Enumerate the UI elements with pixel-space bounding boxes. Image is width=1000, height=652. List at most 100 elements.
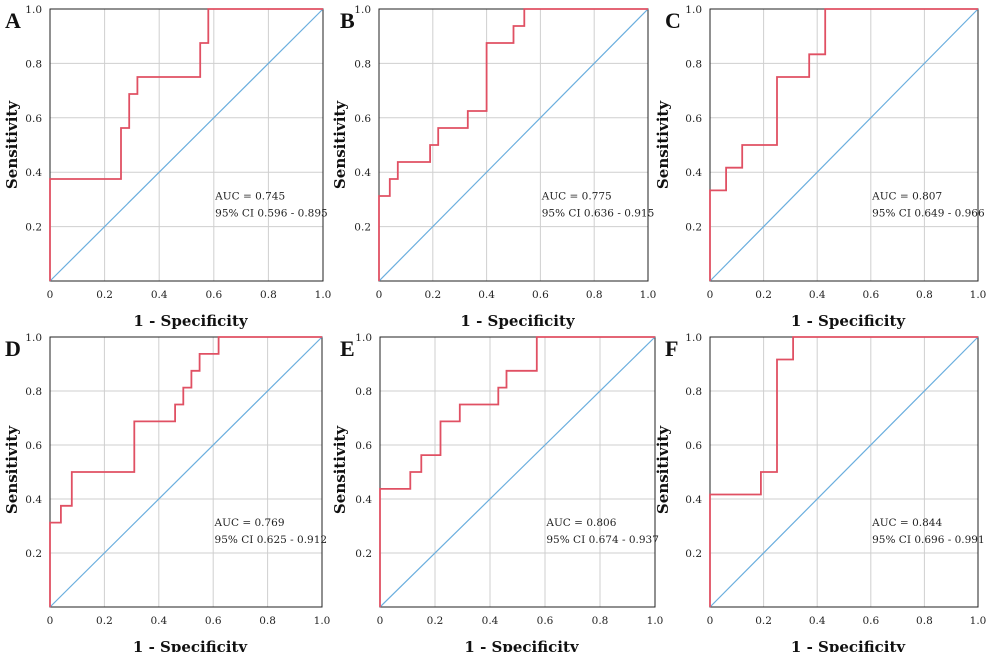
panel-a-y-tick-label: 1.0 (25, 4, 42, 16)
panel-a-x-tick-label: 1.0 (315, 289, 332, 301)
panel-d-auc-label: AUC = 0.769 (214, 517, 285, 529)
panel-f-roc-curve (709, 336, 978, 607)
panel-e-x-tick-label: 0 (377, 615, 384, 627)
panel-b-y-tick-label: 0.2 (354, 222, 371, 234)
panel-c-x-tick-label: 0.6 (862, 289, 879, 301)
panel-c-y-tick-label: 0.8 (685, 58, 702, 70)
panel-e-x-tick-label: 0.8 (592, 615, 609, 627)
panel-f-y-tick-label: 0.6 (685, 440, 702, 452)
panel-c-x-tick-label: 0.2 (755, 289, 772, 301)
panel-d-x-tick-label: 0.2 (96, 615, 113, 627)
panel-d-letter: D (5, 336, 21, 361)
panel-d-ci-label: 95% CI 0.625 - 0.912 (215, 534, 328, 546)
panel-d-y-axis-title: Sensitivity (3, 425, 21, 514)
panel-f-y-tick-label: 0.4 (685, 494, 702, 506)
panel-b-roc-curve (378, 8, 648, 281)
panel-d-frame (49, 336, 323, 608)
panel-b-y-axis-title: Sensitivity (331, 100, 349, 189)
panel-e-y-tick-label: 0.6 (355, 440, 372, 452)
panel-a-y-tick-label: 0.6 (25, 113, 42, 125)
panel-c-reference-line (709, 8, 979, 282)
panel-c: C 0 0.2 0.4 0.6 0.8 1.0 0.2 0.4 0.6 0.8 1.0 1 - Spec… (654, 4, 986, 330)
panel-e-x-tick-label: 1.0 (647, 615, 664, 627)
panel-a-roc-curve (49, 8, 323, 281)
panel-a-auc-label: AUC = 0.745 (214, 190, 285, 202)
panel-b-reference-line (378, 8, 649, 282)
panel-c-x-tick-label: 1.0 (970, 289, 987, 301)
panel-b-x-tick-label: 1.0 (640, 289, 657, 301)
panel-d-reference-line (49, 336, 323, 608)
panel-d-y-tick-label: 0.6 (25, 440, 42, 452)
panel-b-y-tick-label: 0.6 (354, 113, 371, 125)
panel-a-y-tick-label: 0.4 (25, 167, 42, 179)
panel-f-auc-label: AUC = 0.844 (871, 517, 942, 529)
panel-b-x-tick-label: 0.2 (424, 289, 441, 301)
panel-a: A 0 0.2 0.4 0.6 0.8 1.0 0.2 0.4 0.6 0.8 1.0 1 - Spec… (3, 4, 331, 330)
panel-f-y-axis-title: Sensitivity (654, 425, 672, 514)
panel-f: F 0 0.2 0.4 0.6 0.8 1.0 0.2 0.4 0.6 0.8 1.0 1 - Spec… (654, 332, 986, 652)
panel-b-ci-label: 95% CI 0.636 - 0.915 (542, 207, 655, 219)
panel-d-x-tick-label: 0.6 (205, 615, 222, 627)
panel-d-y-tick-label: 0.4 (25, 494, 42, 506)
panel-f-reference-line (709, 336, 979, 608)
panel-c-x-tick-label: 0 (707, 289, 714, 301)
panel-b-y-tick-label: 0.4 (354, 167, 371, 179)
panel-c-y-tick-label: 1.0 (685, 4, 702, 16)
panel-f-x-tick-label: 0 (707, 615, 714, 627)
panel-f-ci-label: 95% CI 0.696 - 0.991 (872, 534, 985, 546)
panel-a-x-tick-label: 0 (47, 289, 54, 301)
panel-a-y-tick-label: 0.8 (25, 58, 42, 70)
panel-a-y-tick-label: 0.2 (25, 222, 42, 234)
panel-e-reference-line (379, 336, 656, 608)
panel-d-roc-curve (49, 336, 322, 607)
panel-a-ci-label: 95% CI 0.596 - 0.895 (215, 207, 328, 219)
panel-e: E 0 0.2 0.4 0.6 0.8 1.0 0.2 0.4 0.6 0.8 1.0 1 - Spec… (331, 332, 663, 652)
panel-d-x-tick-label: 0.8 (259, 615, 276, 627)
panel-a-y-axis-title: Sensitivity (3, 100, 21, 189)
panel-c-y-tick-label: 0.6 (685, 113, 702, 125)
panel-c-ci-label: 95% CI 0.649 - 0.966 (872, 207, 985, 219)
panel-c-roc-curve (709, 8, 978, 281)
panel-e-x-tick-label: 0.2 (427, 615, 444, 627)
panel-a-x-tick-label: 0.6 (205, 289, 222, 301)
panel-e-x-tick-label: 0.4 (482, 615, 499, 627)
panel-d-y-tick-label: 1.0 (25, 332, 42, 344)
panel-b-y-tick-label: 0.8 (354, 58, 371, 70)
panel-e-auc-label: AUC = 0.806 (545, 517, 616, 529)
panel-b-x-tick-label: 0 (376, 289, 383, 301)
panel-c-letter: C (665, 8, 681, 33)
panel-d-x-tick-label: 1.0 (314, 615, 331, 627)
panel-e-roc-curve (379, 336, 655, 607)
panel-e-y-tick-label: 0.4 (355, 494, 372, 506)
panel-c-x-tick-label: 0.4 (809, 289, 826, 301)
panel-c-x-tick-label: 0.8 (916, 289, 933, 301)
panel-f-x-tick-label: 0.6 (862, 615, 879, 627)
panel-e-y-tick-label: 0.8 (355, 386, 372, 398)
panel-b-x-tick-label: 0.4 (478, 289, 495, 301)
panel-e-frame (379, 336, 656, 608)
panel-e-x-axis-title: 1 - Specificity (464, 638, 579, 652)
panel-a-x-tick-label: 0.4 (151, 289, 168, 301)
panel-e-ci-label: 95% CI 0.674 - 0.937 (546, 534, 659, 546)
panel-f-x-axis-title: 1 - Specificity (791, 638, 906, 652)
panel-d-y-tick-label: 0.2 (25, 548, 42, 560)
panel-f-x-tick-label: 1.0 (970, 615, 987, 627)
panel-c-y-tick-label: 0.4 (685, 167, 702, 179)
panel-c-y-axis-title: Sensitivity (654, 100, 672, 189)
panel-f-x-tick-label: 0.4 (809, 615, 826, 627)
panel-b-frame (378, 8, 649, 282)
panel-f-x-tick-label: 0.8 (916, 615, 933, 627)
panel-b-x-axis-title: 1 - Specificity (460, 312, 575, 330)
panel-d-x-tick-label: 0.4 (150, 615, 167, 627)
panel-d: D 0 0.2 0.4 0.6 0.8 1.0 0.2 0.4 0.6 0.8 1.0 1 - Spec… (3, 332, 330, 652)
panel-b-x-tick-label: 0.6 (532, 289, 549, 301)
panel-a-x-tick-label: 0.2 (96, 289, 113, 301)
panel-c-x-axis-title: 1 - Specificity (791, 312, 906, 330)
panel-e-x-tick-label: 0.6 (537, 615, 554, 627)
panel-b-letter: B (340, 8, 355, 33)
panel-b-x-tick-label: 0.8 (586, 289, 603, 301)
panel-f-y-tick-label: 1.0 (685, 332, 702, 344)
panel-f-letter: F (665, 336, 678, 361)
panel-e-letter: E (340, 336, 355, 361)
